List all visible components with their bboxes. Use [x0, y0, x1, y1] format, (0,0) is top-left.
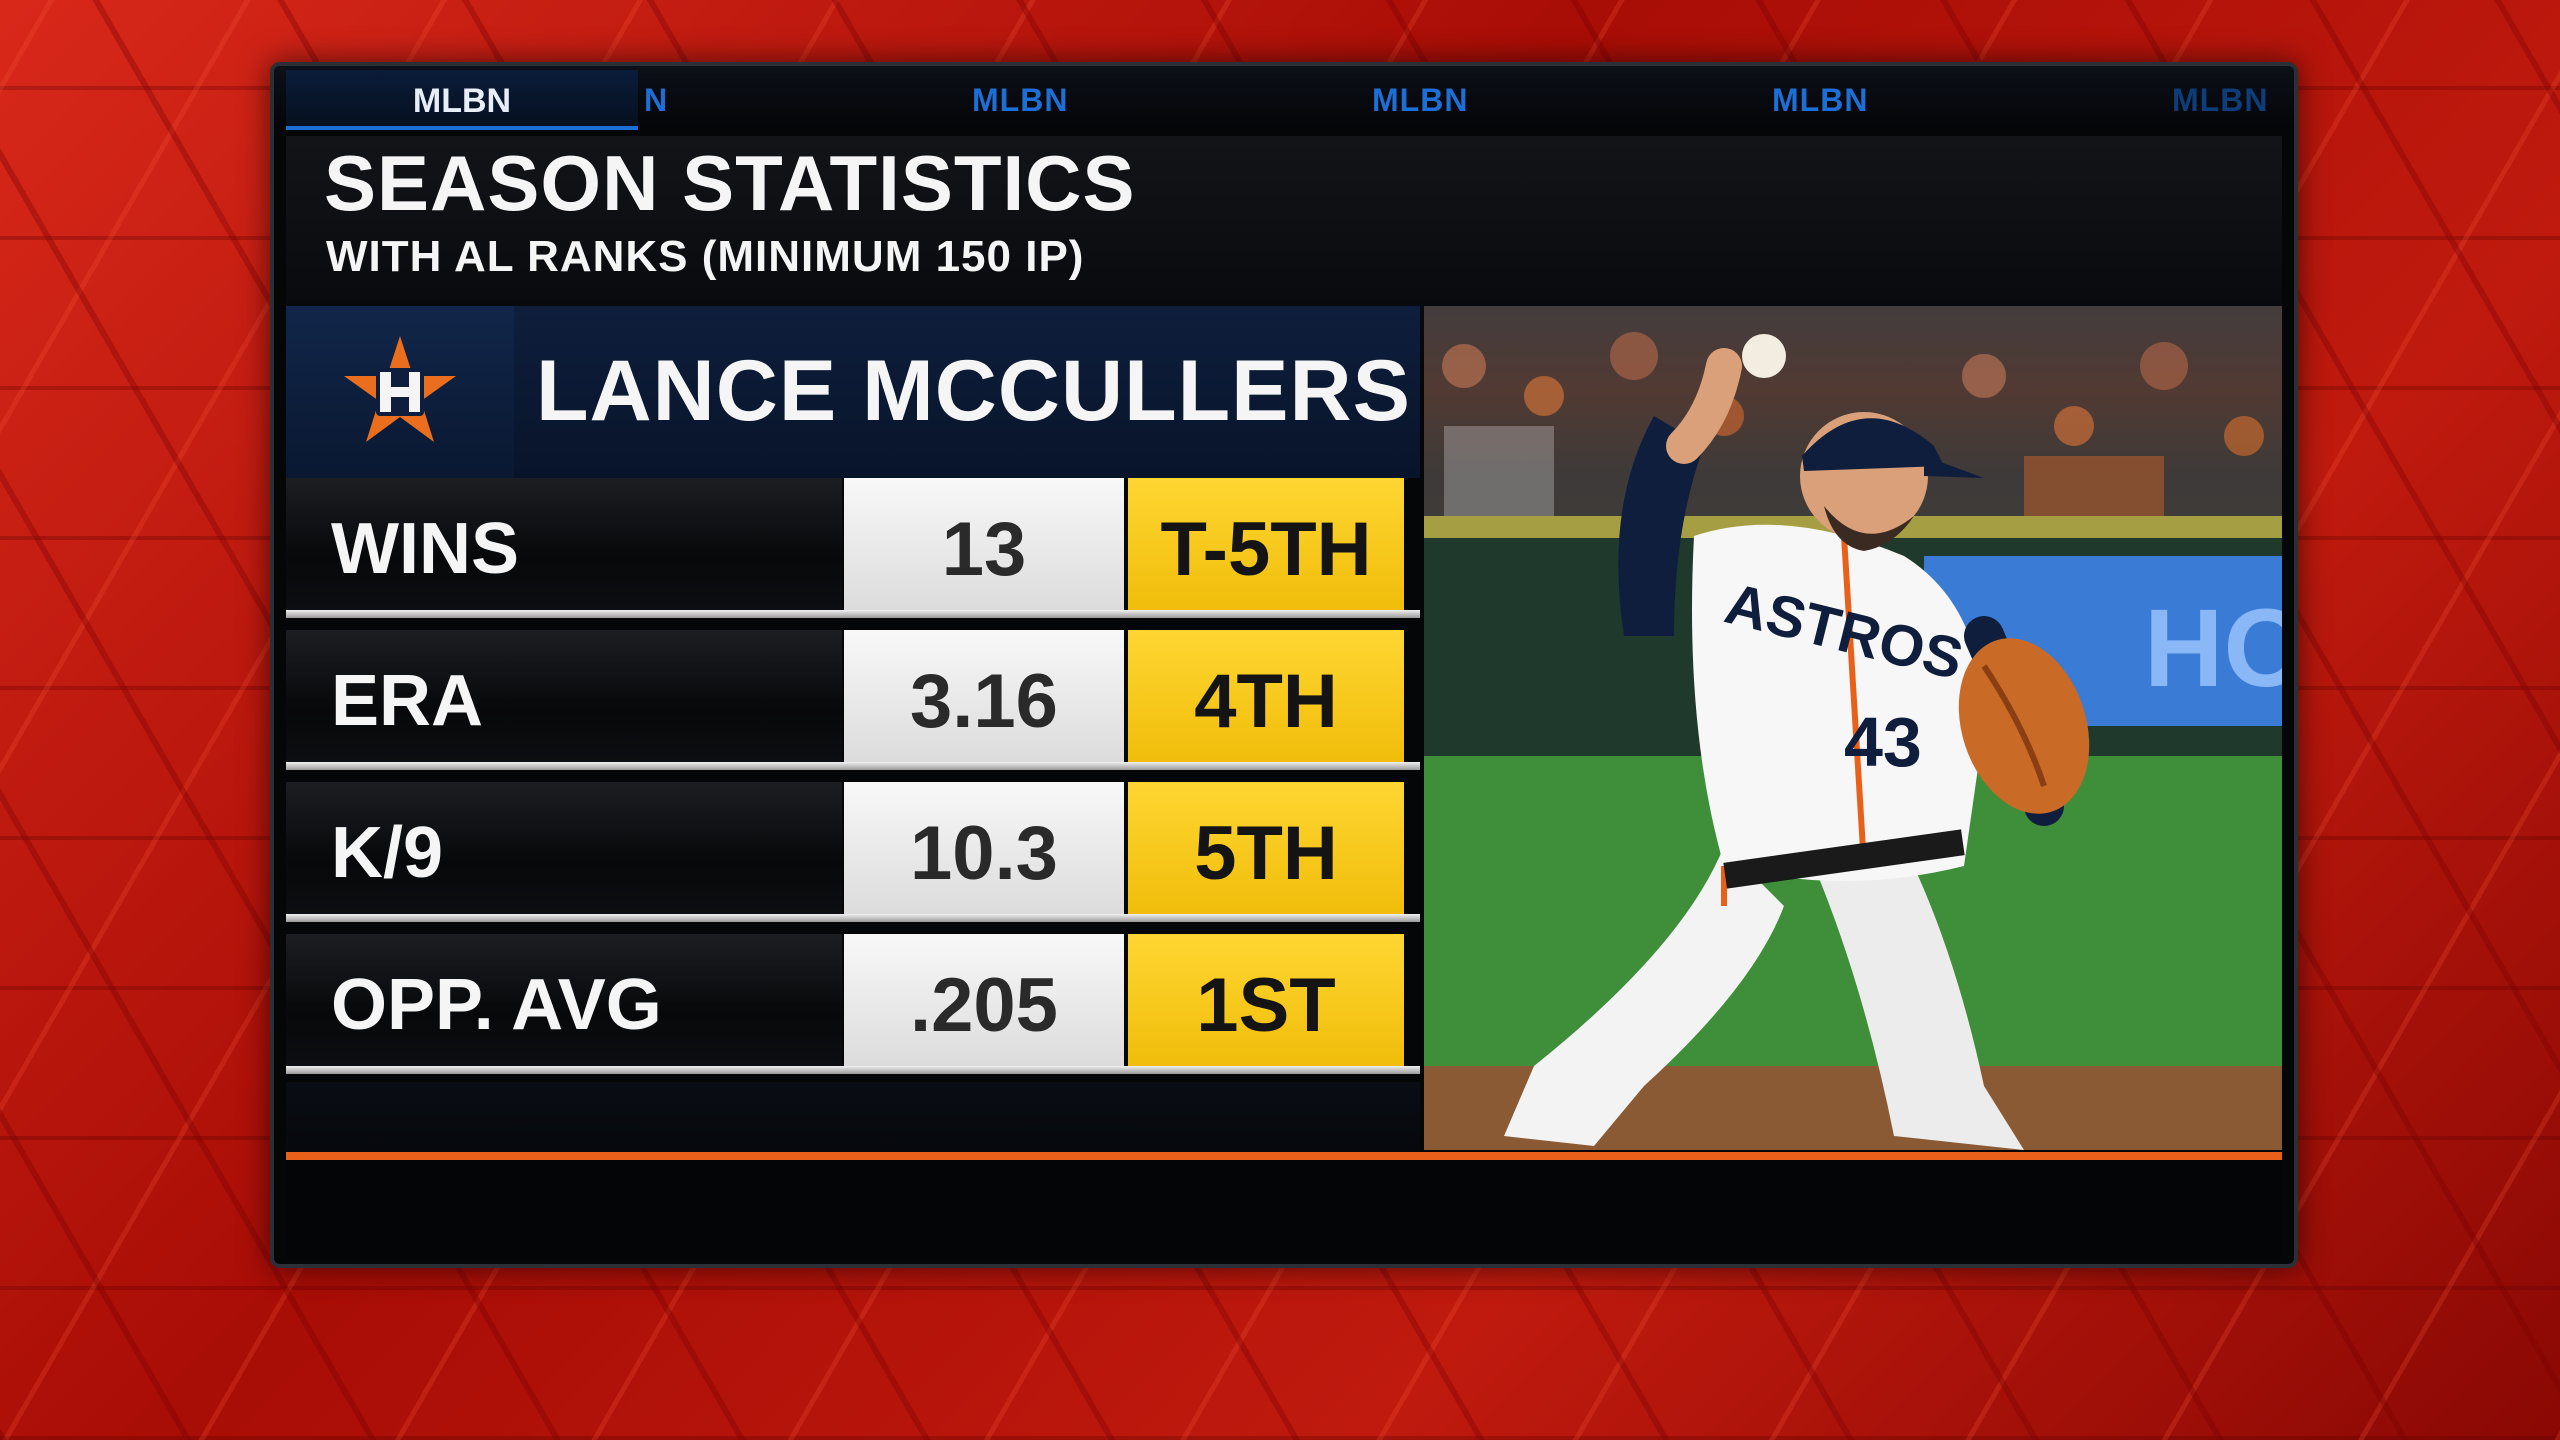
pitcher-illustration: HO ASTROS 43: [1424, 306, 2282, 1150]
ticker-active-label: MLBN: [412, 82, 512, 120]
stat-value: 10.3: [910, 811, 1058, 896]
row-divider: [286, 1066, 1420, 1074]
stat-row-wins: WINS 13 T-5TH: [286, 478, 1420, 618]
stat-row-era: ERA 3.16 4TH: [286, 630, 1420, 770]
svg-text:43: 43: [1844, 703, 1922, 781]
stat-label-cell: OPP. AVG: [286, 934, 842, 1066]
stat-rank-cell: 1ST: [1128, 934, 1404, 1066]
stats-graphic-panel: MLBN N MLBN MLBN MLBN MLBN SEASON STATIS…: [270, 62, 2298, 1268]
stat-rank: 5TH: [1194, 811, 1338, 896]
player-photo: HO ASTROS 43: [1424, 306, 2282, 1150]
row-divider: [286, 914, 1420, 922]
ticker-item: N: [644, 82, 669, 118]
stat-row-opp-avg: OPP. AVG .205 1ST: [286, 934, 1420, 1074]
graphic-title: SEASON STATISTICS: [324, 139, 1136, 227]
stat-value-cell: 10.3: [844, 782, 1124, 914]
stat-label: K/9: [331, 813, 444, 893]
graphic-subtitle: WITH AL RANKS (MINIMUM 150 IP): [326, 232, 1085, 281]
player-name: LANCE MCCULLERS JR.: [536, 343, 1573, 439]
team-logo-box: [286, 306, 514, 478]
stat-value-cell: 3.16: [844, 630, 1124, 762]
stat-rank-cell: 5TH: [1128, 782, 1404, 914]
stat-row-k9: K/9 10.3 5TH: [286, 782, 1420, 922]
stat-label-cell: ERA: [286, 630, 842, 762]
ticker-item: MLBN: [1772, 82, 1869, 118]
ticker-item: MLBN: [972, 82, 1069, 118]
svg-text:HO: HO: [2144, 587, 2282, 710]
network-ticker: MLBN N MLBN MLBN MLBN MLBN: [274, 66, 2294, 130]
stat-rank: 4TH: [1194, 659, 1338, 744]
row-divider: [286, 762, 1420, 770]
row-divider: [286, 610, 1420, 618]
ticker-item: MLBN: [2172, 82, 2269, 118]
stat-value: 3.16: [910, 659, 1058, 744]
stat-label: ERA: [331, 661, 484, 741]
ticker-item: MLBN: [1372, 82, 1469, 118]
ticker-active-tab: MLBN: [286, 70, 638, 130]
stat-rank: 1ST: [1196, 963, 1336, 1048]
stat-rank-cell: T-5TH: [1128, 478, 1404, 610]
stat-rank-cell: 4TH: [1128, 630, 1404, 762]
stat-value-cell: .205: [844, 934, 1124, 1066]
lower-band: [286, 1160, 2282, 1260]
accent-line: [286, 1152, 2282, 1160]
stat-rank: T-5TH: [1160, 507, 1372, 592]
stat-label: WINS: [331, 509, 519, 589]
stat-label: OPP. AVG: [331, 965, 662, 1045]
astros-logo-icon: [344, 336, 456, 442]
stat-value-cell: 13: [844, 478, 1124, 610]
stat-label-cell: WINS: [286, 478, 842, 610]
stat-value: 13: [941, 507, 1027, 592]
stat-label-cell: K/9: [286, 782, 842, 914]
stat-value: .205: [910, 963, 1058, 1048]
